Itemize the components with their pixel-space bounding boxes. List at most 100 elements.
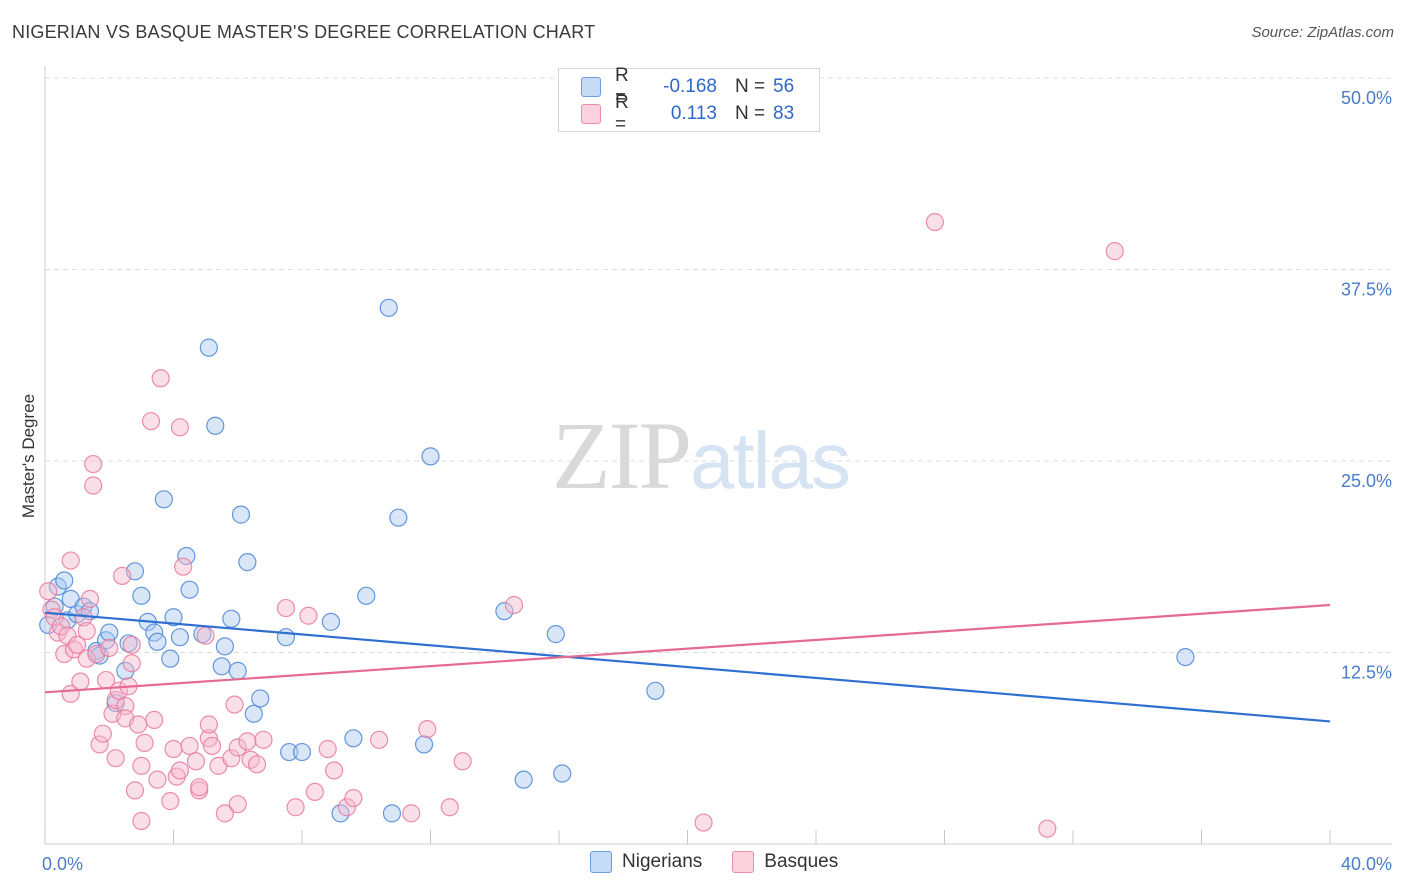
data-point-basques xyxy=(276,598,296,618)
data-point-basques xyxy=(305,782,324,802)
data-point-basques xyxy=(132,811,151,831)
legend-swatch-basques xyxy=(732,851,755,873)
y-tick-label: 25.0% xyxy=(1341,471,1392,491)
data-point-basques xyxy=(299,606,318,625)
data-point-basques xyxy=(418,719,437,739)
legend-r-label: R = xyxy=(615,65,629,108)
legend-swatch-nigerians xyxy=(590,851,612,873)
data-point-basques xyxy=(170,761,190,780)
data-point-basques xyxy=(1105,242,1124,261)
data-point-basques xyxy=(180,736,199,756)
data-point-basques xyxy=(122,654,141,673)
data-point-nigerians xyxy=(45,597,64,616)
data-point-basques xyxy=(241,750,260,769)
data-point-nigerians xyxy=(495,602,514,621)
data-point-nigerians xyxy=(1176,647,1195,667)
data-point-basques xyxy=(694,813,713,832)
legend-row-nigerians: R = -0.168 N = 56 xyxy=(581,65,795,108)
data-point-basques xyxy=(84,476,103,495)
x-tick-label: 40.0% xyxy=(1341,854,1392,874)
data-point-basques xyxy=(125,781,145,800)
data-point-nigerians xyxy=(421,447,440,466)
data-point-basques xyxy=(925,212,944,232)
data-point-nigerians xyxy=(55,571,74,590)
legend-r-label: R = xyxy=(615,92,629,135)
data-point-basques xyxy=(100,638,119,658)
legend-n-label: N = xyxy=(735,103,766,124)
data-point-basques xyxy=(325,761,344,780)
x-tick-label: 0.0% xyxy=(42,854,83,874)
data-point-nigerians xyxy=(180,580,199,599)
data-point-nigerians xyxy=(154,490,173,509)
data-point-basques xyxy=(61,551,80,570)
legend-item-basques[interactable]: Basques xyxy=(732,851,838,873)
legend-n-value: 56 xyxy=(773,76,795,97)
data-point-basques xyxy=(129,715,148,734)
data-point-basques xyxy=(370,730,389,749)
data-point-nigerians xyxy=(199,338,218,357)
data-point-nigerians xyxy=(100,623,119,642)
data-point-basques xyxy=(286,798,305,817)
y-tick-label: 50.0% xyxy=(1341,88,1392,108)
legend-n-value: 83 xyxy=(773,103,795,124)
data-point-basques xyxy=(141,412,161,431)
data-point-nigerians xyxy=(238,553,257,572)
data-point-basques xyxy=(68,635,87,654)
correlation-legend: R = -0.168 N = 56 R = 0.113 N = 83 xyxy=(558,65,820,135)
data-point-nigerians xyxy=(251,689,270,708)
data-point-basques xyxy=(202,736,222,756)
data-point-basques xyxy=(170,418,190,437)
data-point-basques xyxy=(238,732,257,751)
data-point-basques xyxy=(145,710,164,730)
data-point-basques xyxy=(504,595,524,615)
data-point-nigerians xyxy=(177,546,196,566)
data-point-basques xyxy=(90,735,109,754)
data-point-basques xyxy=(318,739,337,759)
data-point-basques xyxy=(225,695,244,714)
data-point-basques xyxy=(190,778,209,797)
legend-r-value: 0.113 xyxy=(670,103,717,124)
chart-title: NIGERIAN VS BASQUE MASTER'S DEGREE CORRE… xyxy=(12,22,596,42)
data-point-basques xyxy=(164,739,183,759)
data-point-basques xyxy=(161,792,180,811)
data-point-basques xyxy=(122,635,141,654)
data-point-basques xyxy=(112,566,132,586)
data-point-nigerians xyxy=(231,505,251,524)
data-point-nigerians xyxy=(276,628,296,647)
data-point-basques xyxy=(51,617,71,636)
data-point-basques xyxy=(196,626,215,645)
series-legend: Nigerians Basques xyxy=(590,851,868,873)
data-point-basques xyxy=(222,749,241,768)
data-point-nigerians xyxy=(215,637,234,656)
watermark: ZIPatlas xyxy=(552,400,851,511)
data-point-nigerians xyxy=(514,770,533,789)
data-point-basques xyxy=(199,715,218,734)
legend-r-value: -0.168 xyxy=(663,76,717,97)
data-point-nigerians xyxy=(170,628,190,647)
legend-item-nigerians[interactable]: Nigerians xyxy=(590,851,702,873)
data-point-nigerians xyxy=(414,735,434,754)
data-point-basques xyxy=(84,454,103,474)
data-point-basques xyxy=(39,582,58,601)
data-point-basques xyxy=(1038,819,1057,838)
data-point-nigerians xyxy=(292,742,312,762)
data-point-basques xyxy=(77,621,96,641)
data-point-nigerians xyxy=(321,612,341,631)
data-point-basques xyxy=(453,752,472,771)
legend-swatch-basques xyxy=(581,104,601,124)
watermark-zip: ZIP xyxy=(552,402,692,509)
data-point-nigerians xyxy=(222,609,241,628)
data-point-nigerians xyxy=(546,625,565,644)
data-point-nigerians xyxy=(379,298,398,317)
y-tick-label: 37.5% xyxy=(1341,280,1392,300)
data-point-basques xyxy=(148,770,167,789)
data-point-nigerians xyxy=(132,586,151,605)
legend-swatch-nigerians xyxy=(581,77,601,97)
data-point-basques xyxy=(132,756,151,775)
data-point-basques xyxy=(228,795,247,814)
data-point-basques xyxy=(344,788,363,808)
data-point-basques xyxy=(174,557,193,576)
watermark-atlas: atlas xyxy=(690,416,851,505)
data-point-nigerians xyxy=(646,681,665,700)
